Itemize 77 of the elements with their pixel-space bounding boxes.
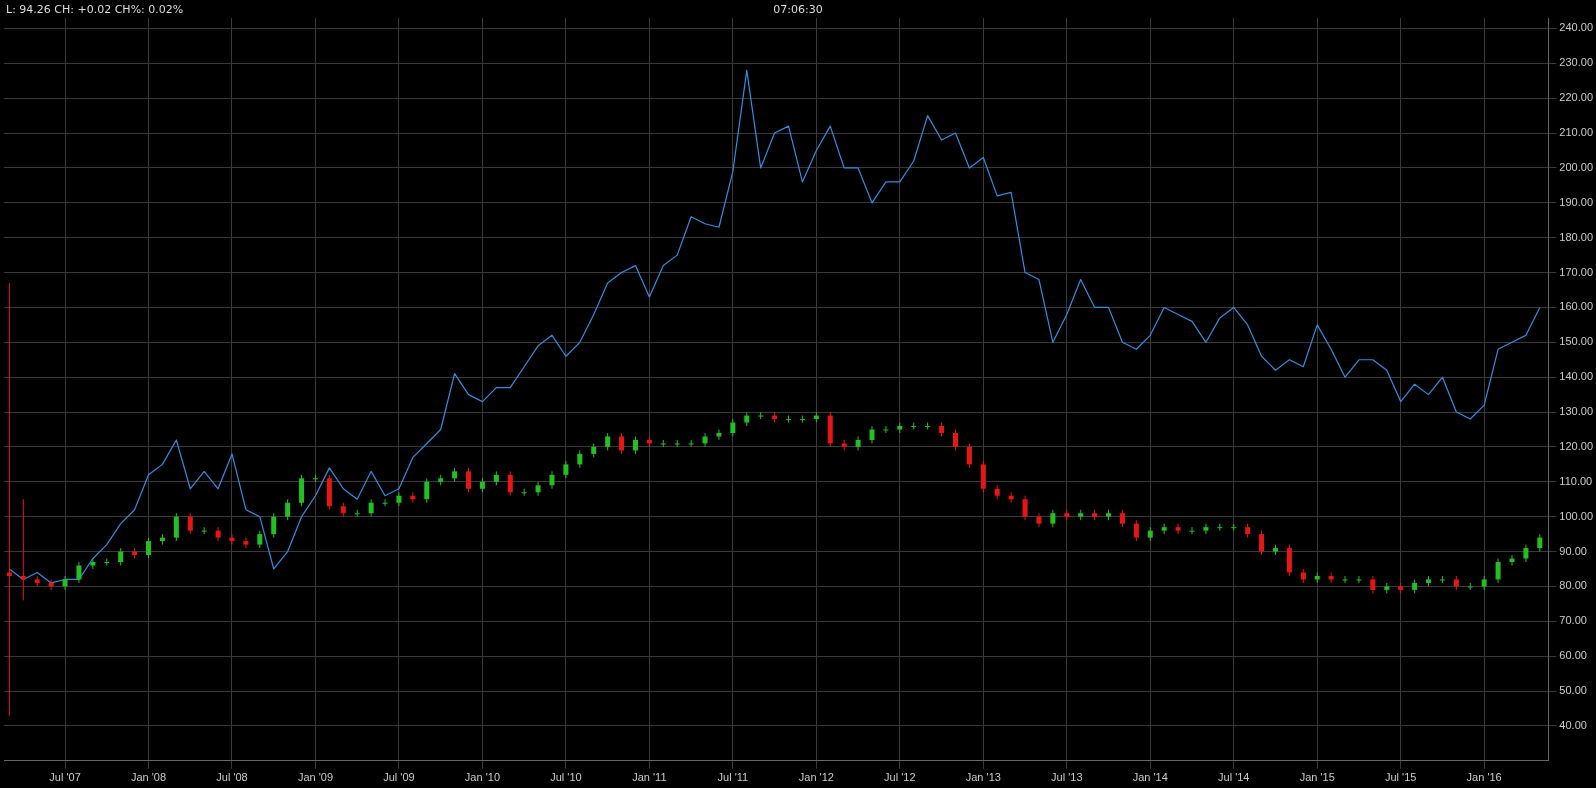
candlestick xyxy=(883,425,889,434)
x-tick-label: Jul '12 xyxy=(884,771,916,784)
y-tick-label: 70.00 xyxy=(1559,614,1587,627)
text: L: 94.26 CH: +0.02 CH%: 0.02% xyxy=(6,3,184,16)
candlestick xyxy=(173,512,179,542)
x-tick-label: Jul '14 xyxy=(1218,771,1250,784)
y-tick-label: 150.00 xyxy=(1559,335,1594,348)
candlestick xyxy=(702,432,708,448)
x-tick-label: Jul '13 xyxy=(1051,771,1083,784)
candlestick xyxy=(396,491,402,507)
candlestick xyxy=(619,432,625,455)
candlestick xyxy=(1356,575,1362,584)
candlestick xyxy=(6,282,12,716)
candlestick xyxy=(466,467,472,493)
candlestick xyxy=(146,537,152,560)
x-tick-label: Jul '15 xyxy=(1384,771,1417,784)
y-tick-label: 210.00 xyxy=(1559,126,1594,139)
y-tick-label: 140.00 xyxy=(1559,370,1594,383)
text: 07:06:30 xyxy=(773,3,823,16)
candlestick xyxy=(855,435,861,451)
candlestick xyxy=(1022,495,1028,521)
y-tick-label: 100.00 xyxy=(1559,509,1594,522)
candlestick xyxy=(243,537,249,549)
candlestick xyxy=(62,575,68,591)
candlestick xyxy=(966,442,972,469)
candlestick xyxy=(1342,575,1348,584)
y-tick-label: 240.00 xyxy=(1559,21,1594,34)
x-tick-label: Jul '07 xyxy=(49,771,81,784)
x-tick-label: Jan '08 xyxy=(130,771,167,784)
candlestick xyxy=(368,498,374,518)
candlestick xyxy=(271,512,277,539)
x-tick-label: Jan '10 xyxy=(464,771,500,784)
y-tick-label: 60.00 xyxy=(1559,649,1587,662)
candlestick xyxy=(187,512,193,535)
y-tick-label: 230.00 xyxy=(1559,56,1594,69)
x-tick-label: Jul '09 xyxy=(383,771,415,784)
x-tick-label: Jan '15 xyxy=(1299,771,1335,784)
candlestick xyxy=(1036,512,1042,528)
x-tick-label: Jan '14 xyxy=(1132,771,1168,784)
x-tick-label: Jan '09 xyxy=(297,771,334,784)
candlestick xyxy=(549,470,555,490)
y-tick-label: 50.00 xyxy=(1559,684,1587,697)
candlestick xyxy=(76,561,82,584)
y-tick-label: 180.00 xyxy=(1559,230,1594,243)
candlestick xyxy=(1259,530,1265,556)
x-tick-label: Jan '16 xyxy=(1466,771,1502,784)
candlestick xyxy=(1189,526,1195,535)
y-tick-label: 190.00 xyxy=(1559,195,1594,208)
x-tick-label: Jan '13 xyxy=(965,771,1001,784)
candlestick xyxy=(535,481,541,497)
candlestick xyxy=(1203,523,1209,535)
y-tick-label: 40.00 xyxy=(1559,718,1587,731)
x-tick-label: Jul '11 xyxy=(717,771,749,784)
x-tick-label: Jan '12 xyxy=(798,771,834,784)
candlestick xyxy=(1175,523,1181,535)
candlestick xyxy=(1133,519,1139,542)
y-tick-label: 90.00 xyxy=(1559,544,1587,557)
y-tick-label: 120.00 xyxy=(1559,439,1594,452)
y-tick-label: 110.00 xyxy=(1559,474,1593,487)
candlestick xyxy=(215,526,221,542)
y-tick-label: 130.00 xyxy=(1559,405,1594,418)
candlestick xyxy=(507,470,513,497)
candlestick xyxy=(285,498,291,521)
x-tick-label: Jul '08 xyxy=(216,771,248,784)
y-tick-label: 220.00 xyxy=(1559,91,1594,104)
candlestick xyxy=(688,439,694,448)
y-tick-label: 80.00 xyxy=(1559,579,1587,592)
candlestick xyxy=(382,498,388,507)
x-tick-label: Jul '10 xyxy=(550,771,582,784)
x-tick-label: Jan '11 xyxy=(632,771,667,784)
y-tick-label: 200.00 xyxy=(1559,160,1594,173)
candlestick xyxy=(1495,558,1501,584)
candlestick xyxy=(952,429,958,451)
y-tick-label: 170.00 xyxy=(1559,265,1594,278)
candlestick xyxy=(424,477,430,504)
candlestick xyxy=(90,558,96,570)
y-tick-label: 160.00 xyxy=(1559,300,1594,313)
